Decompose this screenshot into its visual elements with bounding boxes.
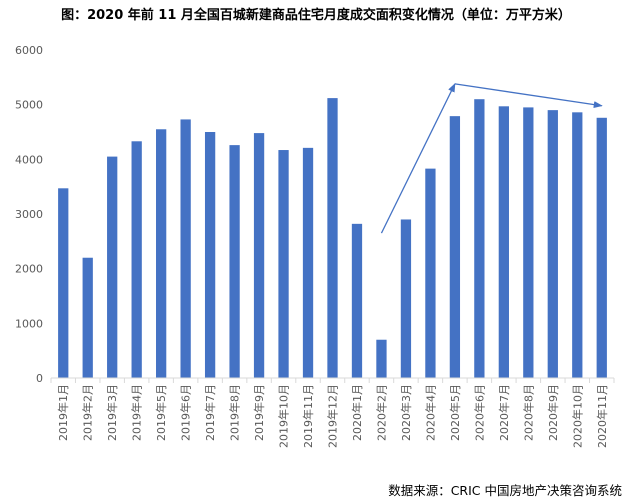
x-tick-label: 2019年11月 (301, 384, 315, 448)
bar (229, 145, 240, 378)
bar (376, 339, 387, 378)
x-tick-label: 2020年6月 (472, 384, 486, 441)
bar (498, 106, 509, 378)
chart-title: 图：2020 年前 11 月全国百城新建商品住宅月度成交面积变化情况（单位：万平… (61, 7, 571, 23)
bar-series (58, 98, 607, 379)
x-tick-label: 2019年7月 (203, 384, 217, 441)
bar (400, 219, 412, 378)
bar (156, 129, 167, 378)
x-tick-label: 2020年4月 (423, 384, 437, 441)
y-tick-label: 4000 (15, 153, 43, 166)
bar (351, 223, 363, 378)
bar (547, 110, 558, 378)
bar (253, 133, 265, 378)
bar (278, 150, 289, 378)
x-tick-label: 2019年8月 (228, 384, 242, 441)
bar (474, 99, 485, 378)
x-tick-label: 2020年10月 (570, 384, 584, 448)
x-tick-label: 2020年9月 (546, 384, 560, 441)
x-tick-label: 2019年4月 (130, 384, 144, 441)
bar (58, 188, 69, 378)
x-tick-label: 2020年7月 (497, 384, 511, 441)
x-tick-label: 2020年2月 (374, 384, 388, 441)
trend-arrows (380, 82, 603, 234)
y-tick-label: 1000 (15, 317, 43, 330)
x-tick-label: 2019年10月 (277, 384, 291, 448)
x-tick-label: 2020年8月 (521, 384, 535, 441)
x-tick-label: 2020年3月 (399, 384, 413, 441)
bar (327, 98, 338, 379)
y-axis: 0 1000 2000 3000 4000 5000 6000 (15, 44, 43, 385)
x-tick-label: 2020年11月 (595, 384, 609, 448)
bar (180, 119, 191, 378)
bar (107, 156, 118, 378)
x-tick-label: 2019年5月 (154, 384, 168, 441)
x-axis: 2019年1月 2019年2月 2019年3月 2019年4月 2019年5月 2019年… (50, 378, 615, 448)
trend-arrow (380, 82, 456, 234)
x-tick-label: 2020年1月 (350, 384, 364, 441)
bar (596, 117, 607, 378)
x-tick-label: 2019年12月 (326, 384, 340, 448)
bar (302, 147, 314, 378)
x-tick-label: 2020年5月 (448, 384, 462, 441)
bar (204, 132, 216, 378)
y-tick-label: 5000 (15, 99, 43, 112)
source-note: 数据来源：CRIC 中国房地产决策咨询系统 (388, 483, 622, 498)
bar (523, 107, 534, 379)
y-tick-label: 0 (36, 372, 43, 385)
x-tick-label: 2019年6月 (179, 384, 193, 441)
x-tick-label: 2019年9月 (252, 384, 266, 441)
y-tick-label: 6000 (15, 44, 43, 57)
bar (82, 257, 93, 378)
bar (131, 141, 142, 378)
x-tick-label: 2019年2月 (81, 384, 95, 441)
bar (572, 112, 583, 378)
bar (449, 116, 461, 378)
y-tick-label: 3000 (15, 208, 43, 221)
y-tick-label: 2000 (15, 263, 43, 276)
x-tick-label: 2019年1月 (56, 384, 70, 441)
bar (425, 168, 436, 378)
trend-arrow (454, 83, 603, 109)
x-tick-label: 2019年3月 (105, 384, 119, 441)
